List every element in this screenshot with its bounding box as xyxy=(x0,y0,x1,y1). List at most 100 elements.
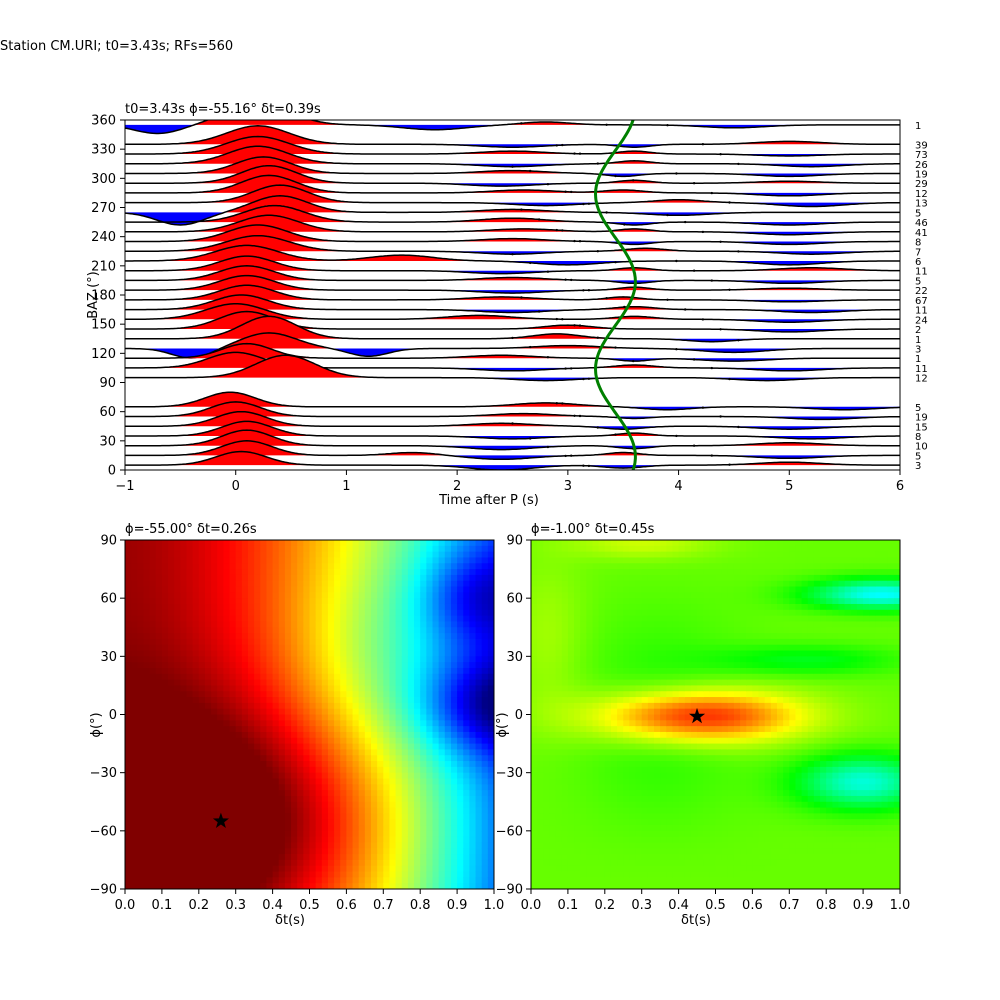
heatmap-cell xyxy=(481,609,489,617)
heatmap-cell xyxy=(444,540,452,547)
heatmap-cell xyxy=(143,697,151,704)
heatmap-cell xyxy=(315,667,323,675)
heatmap-cell xyxy=(586,813,594,820)
heatmap-cell xyxy=(580,854,587,861)
heatmap-cell xyxy=(198,685,206,692)
heatmap-cell xyxy=(168,574,175,582)
heatmap-cell xyxy=(155,685,163,692)
heatmap-cell xyxy=(161,865,169,873)
heatmap-cell xyxy=(284,638,292,646)
heatmap-cell xyxy=(327,708,335,716)
heatmap-cell xyxy=(537,830,544,838)
heatmap-cell xyxy=(475,737,483,745)
trace-pick-dot xyxy=(546,445,550,449)
heatmap-cell xyxy=(555,662,563,669)
heatmap-cell xyxy=(284,656,292,663)
heatmap-cell xyxy=(155,580,163,588)
heatmap-cell xyxy=(377,731,384,739)
heatmap-cell xyxy=(401,778,409,785)
heatmap-cell xyxy=(364,807,372,814)
heatmap-cell xyxy=(395,586,403,593)
heatmap-cell xyxy=(623,749,630,756)
heatmap-cell xyxy=(297,795,304,803)
heatmap-cell xyxy=(469,778,477,785)
heatmap-cell xyxy=(174,830,181,838)
heatmap-cell xyxy=(481,877,489,884)
heatmap-cell xyxy=(204,772,212,780)
heatmap-cell xyxy=(278,865,286,873)
heatmap-cell xyxy=(254,784,261,791)
heatmap-cell xyxy=(352,697,360,704)
heatmap-cell xyxy=(309,836,317,844)
heatmap-cell xyxy=(580,697,587,704)
heatmap-cell xyxy=(217,656,224,663)
heatmap-cell xyxy=(426,871,434,878)
heatmap-cell xyxy=(315,801,323,809)
heatmap-cell xyxy=(475,877,483,884)
heatmap-cell xyxy=(580,627,587,634)
heatmap-cell xyxy=(346,842,354,849)
heatmap-cell xyxy=(531,842,538,849)
heatmap-cell xyxy=(174,737,181,745)
heatmap-cell xyxy=(346,854,354,861)
heatmap-cell xyxy=(481,772,489,780)
heatmap-cell xyxy=(407,755,415,762)
heatmap-cell xyxy=(125,545,132,553)
heatmap-cell xyxy=(383,603,391,611)
heatmap-cell xyxy=(291,708,298,716)
heatmap-cell xyxy=(444,697,452,704)
heatmap-cell xyxy=(610,557,618,564)
heatmap-cell xyxy=(623,673,630,681)
heatmap-cell xyxy=(211,778,218,785)
heatmap-cell xyxy=(315,790,323,797)
heatmap-cell xyxy=(426,673,434,681)
heatmap-cell xyxy=(204,755,212,762)
heatmap-cell xyxy=(420,551,427,559)
heatmap-cell xyxy=(580,749,587,756)
heatmap-cell xyxy=(444,656,452,663)
heatmap-cell xyxy=(586,714,594,721)
heatmap-cell xyxy=(487,627,494,634)
heatmap-cell xyxy=(192,737,200,745)
heatmap-cell xyxy=(303,650,311,657)
heatmap-cell xyxy=(346,801,354,809)
heatmap-cell xyxy=(241,656,249,663)
heatmap-cell xyxy=(315,755,323,762)
heatmap-cell xyxy=(198,662,206,669)
heatmap-cell xyxy=(217,772,224,780)
heatmap-cell xyxy=(432,778,440,785)
heatmap-cell xyxy=(389,685,397,692)
heatmap-cell xyxy=(291,790,298,797)
heatmap-cell xyxy=(284,778,292,785)
heatmap-cell xyxy=(475,865,483,873)
heatmap-cell xyxy=(457,865,464,873)
heatmap-cell xyxy=(475,766,483,774)
heatmap-cell xyxy=(463,662,470,669)
heatmap-cell xyxy=(303,656,311,663)
trace-pick-dot xyxy=(614,346,617,349)
heatmap-cell xyxy=(291,551,298,559)
heatmap-cell xyxy=(389,761,397,768)
heatmap-cell xyxy=(223,644,231,652)
heatmap-cell xyxy=(481,702,489,710)
heatmap-cell xyxy=(567,836,575,844)
heatmap-cell xyxy=(531,609,538,617)
heatmap-cell xyxy=(131,883,138,889)
heatmap-cell xyxy=(635,580,643,588)
heatmap-cell xyxy=(395,836,403,844)
heatmap-cell xyxy=(241,580,249,588)
heatmap-cell xyxy=(444,685,452,692)
heatmap-cell xyxy=(592,667,600,675)
heatmap-cell xyxy=(248,807,255,814)
heatmap-cell xyxy=(463,638,470,646)
heatmap-cell xyxy=(303,586,311,593)
heatmap-cell xyxy=(371,592,378,599)
heatmap-cell xyxy=(241,830,249,838)
heatmap-cell xyxy=(180,615,188,623)
heatmap-cell xyxy=(475,801,483,809)
heatmap-cell xyxy=(537,615,544,623)
heatmap-cell xyxy=(327,603,335,611)
heatmap-cell xyxy=(531,819,538,826)
heatmap-cell xyxy=(463,580,470,588)
heatmap-cell xyxy=(487,633,494,640)
